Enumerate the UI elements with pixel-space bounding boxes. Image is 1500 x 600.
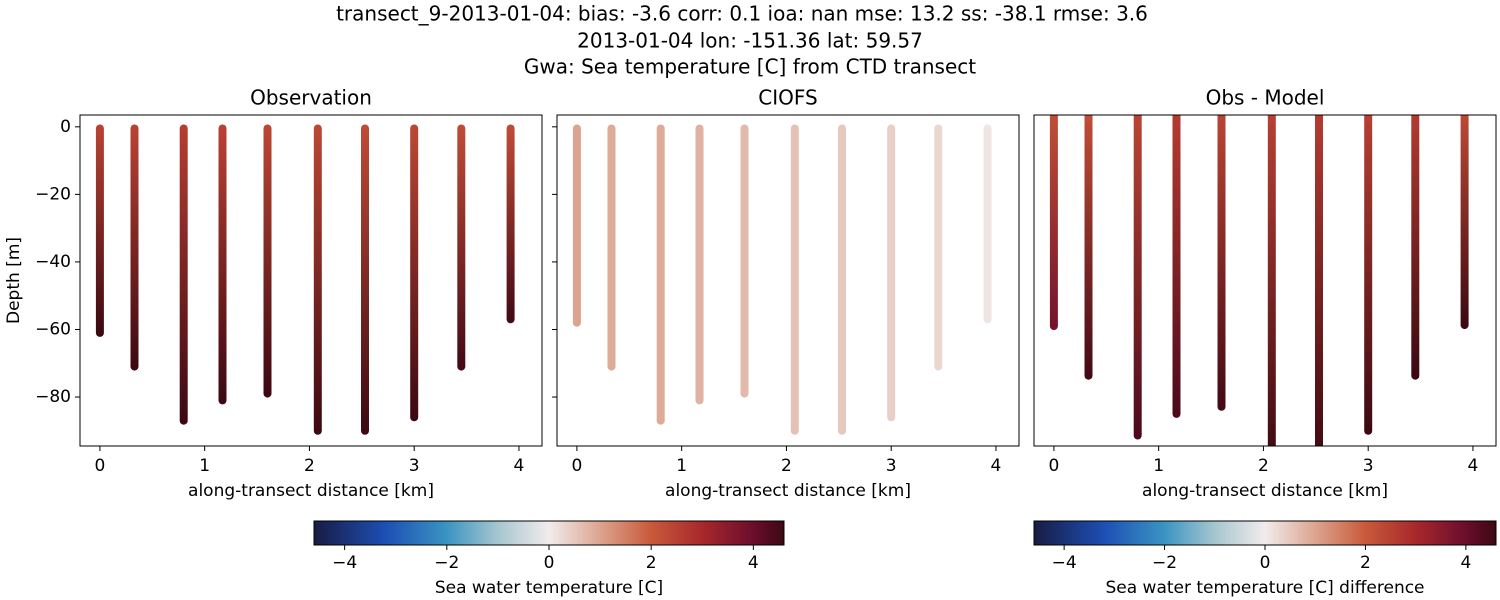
- plot-area: [95, 124, 515, 435]
- colorbar-tick-label: 4: [748, 553, 759, 573]
- y-tick-label: −20: [35, 184, 71, 204]
- x-tick-label: 2: [781, 456, 792, 476]
- suptitle: transect_9-2013-01-04: bias: -3.6 corr: …: [336, 2, 1148, 26]
- x-tick-label: 3: [409, 456, 420, 476]
- x-tick-label: 3: [1363, 456, 1374, 476]
- suptitle: Gwa: Sea temperature [C] from CTD transe…: [524, 55, 976, 79]
- panel-title: Observation: [250, 86, 372, 110]
- x-tick-label: 1: [1153, 456, 1164, 476]
- colorbar-label: Sea water temperature [C] difference: [1105, 578, 1424, 598]
- x-tick-label: 0: [571, 456, 582, 476]
- x-axis-label: along-transect distance [km]: [665, 481, 911, 501]
- x-axis-label: along-transect distance [km]: [1142, 481, 1388, 501]
- x-tick-label: 2: [304, 456, 315, 476]
- x-tick-label: 4: [1468, 456, 1479, 476]
- x-tick-label: 1: [676, 456, 687, 476]
- panel-title: Obs - Model: [1206, 86, 1325, 110]
- x-tick-label: 4: [991, 456, 1002, 476]
- colorbar-tick-label: −2: [1152, 553, 1177, 573]
- x-tick-label: 0: [1048, 456, 1059, 476]
- axes-frame: [1033, 114, 1497, 447]
- x-tick-label: 3: [886, 456, 897, 476]
- panel-title: CIOFS: [758, 86, 817, 110]
- colorbar: [1033, 520, 1497, 546]
- y-tick-label: 0: [60, 117, 71, 137]
- colorbar: [313, 520, 785, 546]
- y-axis-label: Depth [m]: [4, 237, 24, 324]
- colorbar-tick-label: 4: [1460, 553, 1471, 573]
- y-tick-label: −80: [35, 387, 71, 407]
- x-tick-label: 0: [94, 456, 105, 476]
- x-axis-label: along-transect distance [km]: [188, 481, 434, 501]
- colorbar-tick-label: 0: [544, 553, 555, 573]
- colorbar-tick-label: 0: [1260, 553, 1271, 573]
- axes-frame: [79, 114, 543, 447]
- suptitle: 2013-01-04 lon: -151.36 lat: 59.57: [577, 29, 923, 53]
- colorbar-tick-label: 2: [1360, 553, 1371, 573]
- plot-area: [572, 124, 992, 435]
- colorbar-tick-label: −4: [1052, 553, 1077, 573]
- y-tick-label: −40: [35, 252, 71, 272]
- colorbar-label: Sea water temperature [C]: [435, 578, 663, 598]
- x-tick-label: 4: [514, 456, 525, 476]
- colorbar-tick-label: −2: [434, 553, 459, 573]
- colorbar-tick-label: 2: [646, 553, 657, 573]
- axes-frame: [556, 114, 1020, 447]
- y-tick-label: −60: [35, 319, 71, 339]
- colorbar-tick-label: −4: [332, 553, 357, 573]
- x-tick-label: 2: [1258, 456, 1269, 476]
- plot-area: [1049, 115, 1469, 446]
- x-tick-label: 1: [199, 456, 210, 476]
